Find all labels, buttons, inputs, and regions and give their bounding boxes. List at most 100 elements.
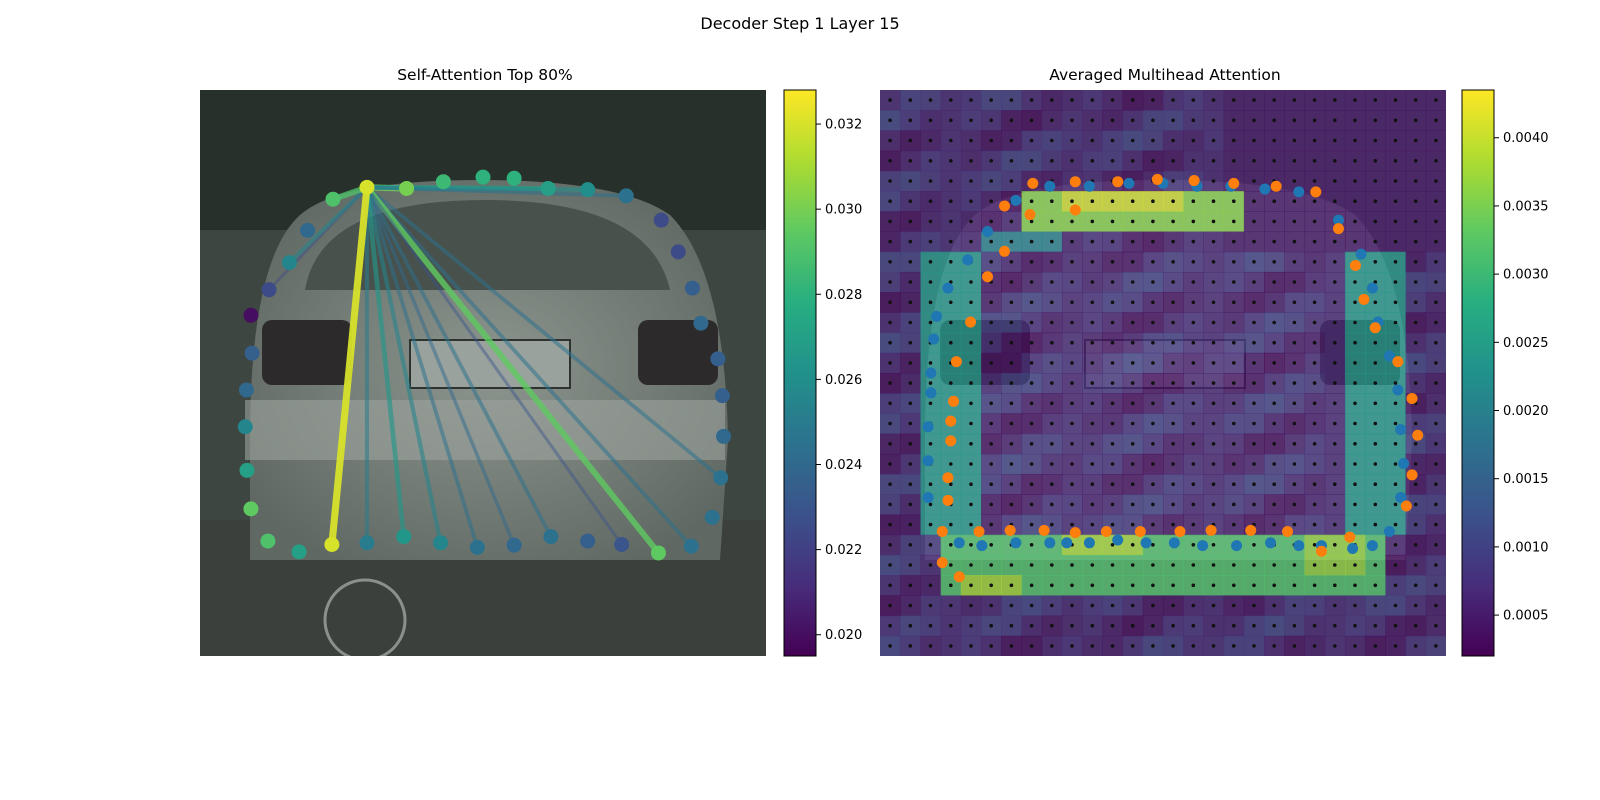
grid-dot: [989, 118, 993, 123]
grid-dot: [1130, 118, 1135, 123]
grid-dot: [1252, 381, 1256, 385]
reference-point-34: [953, 537, 965, 549]
right-colorbar-tick-label-6: 0.0035: [1503, 199, 1549, 214]
grid-dot: [1211, 179, 1216, 183]
left-colorbar: [783, 89, 817, 657]
grid-dot: [1272, 603, 1276, 608]
grid-dot: [1434, 199, 1438, 203]
grid-dot: [928, 118, 933, 123]
grid-dot: [1130, 300, 1135, 305]
grid-dot: [1070, 421, 1074, 426]
reference-point-22: [1293, 540, 1305, 552]
grid-dot: [1070, 522, 1074, 527]
grid-dot: [888, 219, 892, 224]
grid-dot: [1373, 462, 1378, 466]
grid-dot: [1029, 603, 1034, 608]
grid-dot: [1333, 320, 1337, 325]
grid-dot: [1009, 442, 1014, 446]
grid-dot: [1333, 199, 1337, 203]
grid-dot: [1373, 502, 1378, 507]
grid-dot: [1353, 623, 1357, 628]
grid-dot: [1232, 280, 1236, 284]
grid-dot: [1070, 361, 1074, 365]
grid-dot: [1312, 98, 1317, 102]
grid-dot: [1434, 320, 1438, 325]
grid-dot: [1393, 320, 1398, 325]
grid-dot: [1434, 401, 1438, 406]
reference-point-0: [1010, 194, 1022, 206]
grid-dot: [969, 219, 973, 224]
grid-dot: [1191, 421, 1196, 426]
grid-dot: [1292, 522, 1297, 527]
grid-dot: [1050, 502, 1054, 507]
grid-dot: [1353, 583, 1357, 588]
grid-dot: [1050, 340, 1054, 345]
grid-dot: [1211, 583, 1216, 588]
grid-dot: [1050, 462, 1054, 466]
grid-dot: [908, 320, 913, 325]
grid-dot: [1151, 280, 1155, 284]
grid-dot: [1211, 239, 1216, 244]
keypoint-9: [670, 244, 686, 260]
grid-dot: [1029, 482, 1034, 487]
grid-dot: [928, 300, 933, 305]
grid-dot: [1211, 482, 1216, 487]
prediction-point-14: [1406, 392, 1418, 404]
grid-dot: [928, 199, 933, 203]
grid-dot: [1050, 199, 1054, 203]
grid-dot: [1090, 219, 1095, 224]
grid-dot: [1272, 118, 1276, 123]
grid-dot: [1009, 159, 1014, 163]
grid-dot: [1191, 603, 1196, 608]
grid-dot: [1151, 118, 1155, 123]
attention-edge-14: [328, 183, 371, 549]
right-colorbar-tick-label-1: 0.0010: [1503, 540, 1549, 555]
grid-dot: [1070, 401, 1074, 406]
grid-dot: [1292, 219, 1297, 224]
reference-point-27: [1140, 537, 1152, 549]
grid-dot: [928, 482, 933, 487]
prediction-point-15: [1412, 429, 1424, 441]
grid-dot: [1110, 421, 1115, 426]
prediction-point-30: [953, 571, 965, 583]
grid-dot: [1292, 320, 1297, 325]
overlay-points: [922, 173, 1424, 583]
grid-dot: [1312, 300, 1317, 305]
reference-point-16: [1398, 458, 1410, 470]
grid-dot: [1252, 623, 1256, 628]
grid-dot: [989, 644, 993, 648]
grid-dot: [1151, 623, 1155, 628]
grid-dot: [1353, 138, 1357, 143]
grid-dot: [1070, 603, 1074, 608]
grid-dot: [1312, 421, 1317, 426]
grid-dot: [949, 563, 953, 567]
grid-dot: [1070, 260, 1074, 264]
grid-dot: [1312, 543, 1317, 547]
keypoint-5: [540, 180, 556, 196]
grid-dot: [1232, 340, 1236, 345]
reference-point-3: [1123, 177, 1135, 189]
grid-dot: [949, 260, 953, 264]
keypoint-21: [543, 529, 559, 545]
grid-dot: [1151, 361, 1155, 365]
grid-dot: [1393, 280, 1398, 284]
grid-dot: [1413, 421, 1418, 426]
grid-dot: [989, 421, 993, 426]
keypoint-1: [399, 180, 415, 196]
prediction-point-2: [1069, 176, 1081, 188]
grid-dot: [1312, 199, 1317, 203]
grid-dot: [989, 442, 993, 446]
grid-dot: [908, 280, 913, 284]
grid-dot: [1130, 199, 1135, 203]
grid-dot: [1211, 320, 1216, 325]
grid-dot: [1211, 361, 1216, 365]
grid-dot: [1050, 381, 1054, 385]
grid-dot: [1070, 563, 1074, 567]
grid-dot: [888, 199, 892, 203]
attention-edge-5: [365, 185, 694, 549]
grid-dot: [1393, 340, 1398, 345]
grid-dot: [1130, 644, 1135, 648]
grid-dot: [1312, 219, 1317, 224]
grid-dot: [949, 239, 953, 244]
grid-dot: [1110, 583, 1115, 588]
